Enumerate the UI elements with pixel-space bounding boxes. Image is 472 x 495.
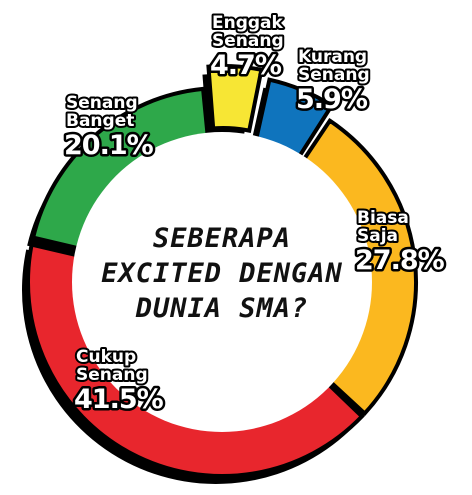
- chart-title-line-3: DUNIA SMA?: [135, 293, 309, 324]
- slice-label-name: Saja: [357, 226, 398, 246]
- slice-label-value: 20.1%: [64, 130, 154, 161]
- slice-label-name: Senang: [298, 65, 370, 85]
- donut-hole: [72, 132, 372, 432]
- slice-label-name: Biasa: [357, 208, 409, 228]
- slice-label-value: 27.8%: [355, 245, 445, 276]
- slice-label-name: Banget: [66, 111, 134, 131]
- slice-label-name: Cukup: [76, 347, 136, 367]
- pie-slice: [206, 64, 264, 133]
- slice-label-name: Kurang: [298, 47, 367, 67]
- slice-label-name: Senang: [66, 93, 138, 113]
- chart-title-line-2: EXCITED DENGAN: [101, 258, 343, 289]
- slice-label-value: 41.5%: [74, 384, 164, 415]
- slice-label-value: 5.9%: [296, 84, 368, 115]
- slice-label-name: Senang: [212, 31, 284, 51]
- slice-label-name: Enggak: [212, 13, 284, 33]
- slice-label-name: Senang: [76, 365, 148, 385]
- slice-label-value: 4.7%: [210, 50, 282, 81]
- chart-title: SEBERAPA EXCITED DENGAN DUNIA SMA?: [101, 223, 343, 324]
- chart-title-line-1: SEBERAPA: [153, 223, 291, 254]
